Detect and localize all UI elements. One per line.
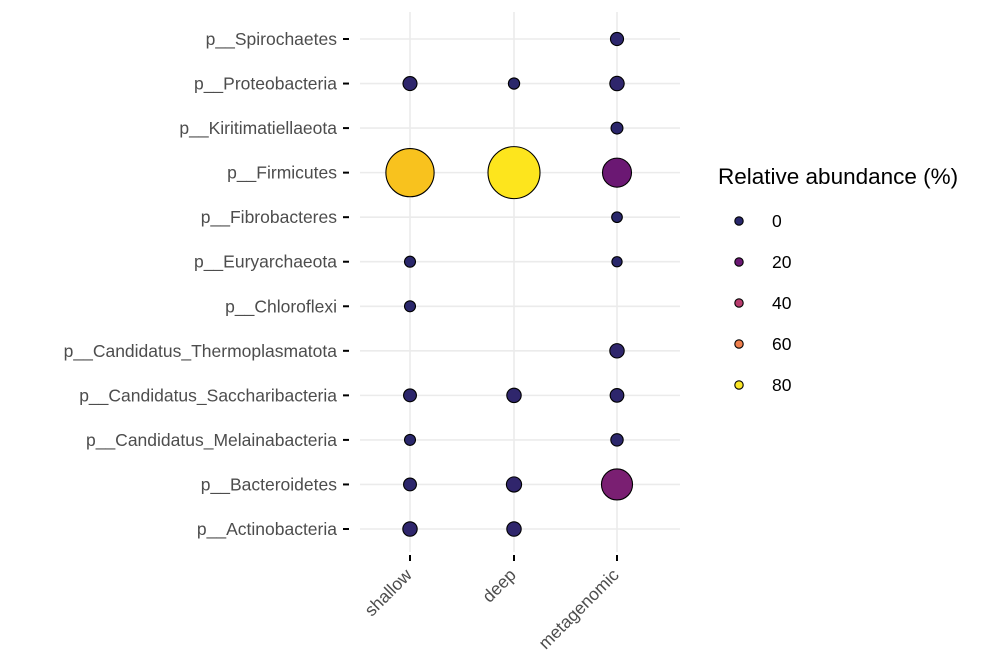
bubble-point	[610, 121, 624, 135]
legend-key	[734, 216, 744, 226]
y-tick-label: p__Candidatus_Thermoplasmatota	[64, 341, 338, 362]
y-tick-label: p__Spirochaetes	[206, 29, 338, 50]
bubble-point	[611, 211, 623, 224]
legend-label: 40	[772, 293, 792, 313]
legend-key	[734, 298, 744, 308]
bubble-point	[601, 157, 633, 188]
y-tick-label: p__Euryarchaeota	[194, 252, 337, 273]
bubble-point	[506, 521, 522, 537]
bubble-point	[403, 477, 417, 492]
y-tick-label: p__Actinobacteria	[197, 519, 337, 540]
x-tick-label: shallow	[360, 564, 416, 620]
legend-key	[734, 339, 744, 349]
y-tick-label: p__Bacteroidetes	[201, 474, 337, 495]
bubble-point	[600, 468, 634, 501]
legend-label: 60	[772, 334, 792, 354]
bubble-point	[403, 255, 417, 268]
bubble-point	[610, 433, 624, 447]
legend-label: 20	[772, 252, 792, 272]
y-tick-label: p__Kiritimatiellaeota	[179, 118, 337, 139]
x-axis: shallow deep metagenomic	[360, 555, 623, 653]
y-tick-label: p__Firmicutes	[227, 163, 337, 184]
y-tick-label: p__Candidatus_Melainabacteria	[86, 430, 337, 451]
legend-key	[734, 257, 744, 267]
y-axis: p__Actinobacteria p__Bacteroidetes p__Cand…	[64, 29, 349, 540]
bubble-point	[507, 77, 521, 90]
legend: Relative abundance (%) 0 20 40 60 80	[718, 164, 958, 395]
legend-entries: 0 20 40 60 80	[734, 211, 792, 395]
bubble-point	[403, 388, 417, 403]
bubble-point	[609, 75, 625, 92]
bubble-point	[609, 387, 625, 403]
bubble-point	[609, 343, 625, 359]
legend-key	[734, 380, 744, 390]
x-tick-label: deep	[478, 565, 520, 607]
legend-title: Relative abundance (%)	[718, 164, 958, 189]
x-tick-label: metagenomic	[534, 565, 623, 654]
bubble-point	[505, 476, 523, 493]
bubble-point	[487, 146, 541, 200]
bubble-point	[403, 433, 417, 446]
bubble-point	[506, 387, 522, 404]
grid-lines	[360, 12, 680, 552]
data-points	[385, 31, 634, 537]
bubble-point	[385, 147, 435, 198]
y-tick-label: p__Candidatus_Saccharibacteria	[79, 385, 337, 406]
legend-label: 80	[772, 375, 792, 395]
legend-label: 0	[772, 211, 782, 231]
y-tick-label: p__Fibrobacteres	[201, 207, 337, 228]
bubble-point	[402, 521, 418, 537]
y-tick-label: p__Chloroflexi	[225, 296, 337, 317]
y-tick-label: p__Proteobacteria	[194, 74, 337, 95]
bubble-point	[609, 31, 625, 47]
bubble-point	[402, 75, 418, 92]
bubble-point	[403, 300, 417, 313]
bubble-point	[611, 256, 623, 268]
